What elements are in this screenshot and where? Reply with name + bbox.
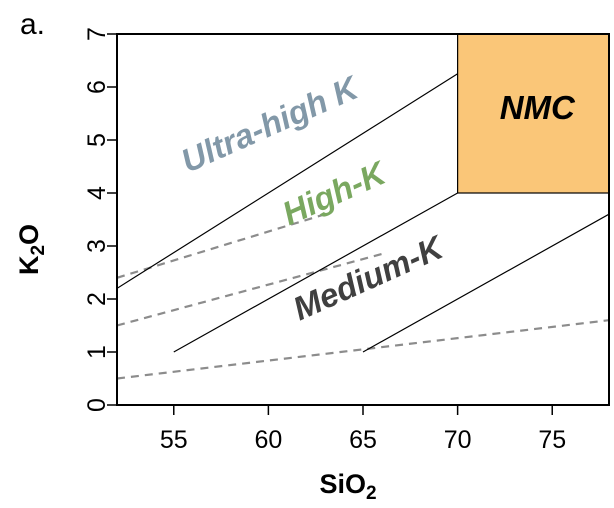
y-tick-label: 1 <box>83 345 111 359</box>
y-tick-label: 0 <box>83 398 111 412</box>
region-label: High-K <box>277 153 393 232</box>
solid-boundary-line <box>117 73 458 289</box>
dashed-boundary-line <box>117 319 609 380</box>
x-tick-label: 75 <box>538 426 566 454</box>
y-tick-label: 4 <box>83 186 111 200</box>
y-axis-title-main: K <box>14 255 44 275</box>
y-tick-label: 3 <box>83 239 111 253</box>
y-axis-title-sub: 2 <box>28 245 49 256</box>
y-tick-label: 6 <box>83 80 111 94</box>
x-tick-label: 70 <box>444 426 472 454</box>
x-tick-label: 65 <box>349 426 377 454</box>
x-tick-label: 60 <box>254 426 282 454</box>
solid-boundary-line <box>173 192 458 353</box>
y-axis-title: K2O <box>14 224 49 275</box>
solid-boundary-line <box>362 213 609 353</box>
y-tick-label: 7 <box>83 27 111 41</box>
y-tick-label: 5 <box>83 133 111 147</box>
x-axis-title-sub: 2 <box>366 483 377 504</box>
y-axis-title-tail: O <box>14 224 44 245</box>
nmc-label: NMC <box>500 89 576 126</box>
y-tick-label: 2 <box>83 292 111 306</box>
dashed-boundary-line <box>117 252 383 327</box>
x-axis-title: SiO2 <box>319 469 376 504</box>
axes: 55 60 65 70 75 0 1 2 3 4 5 6 7 <box>83 27 566 454</box>
x-tick-label: 55 <box>160 426 188 454</box>
nmc-box <box>457 34 609 194</box>
region-label: Ultra-high K <box>176 68 366 179</box>
panel-label: a. <box>20 8 45 41</box>
x-axis-title-main: SiO <box>319 469 366 499</box>
